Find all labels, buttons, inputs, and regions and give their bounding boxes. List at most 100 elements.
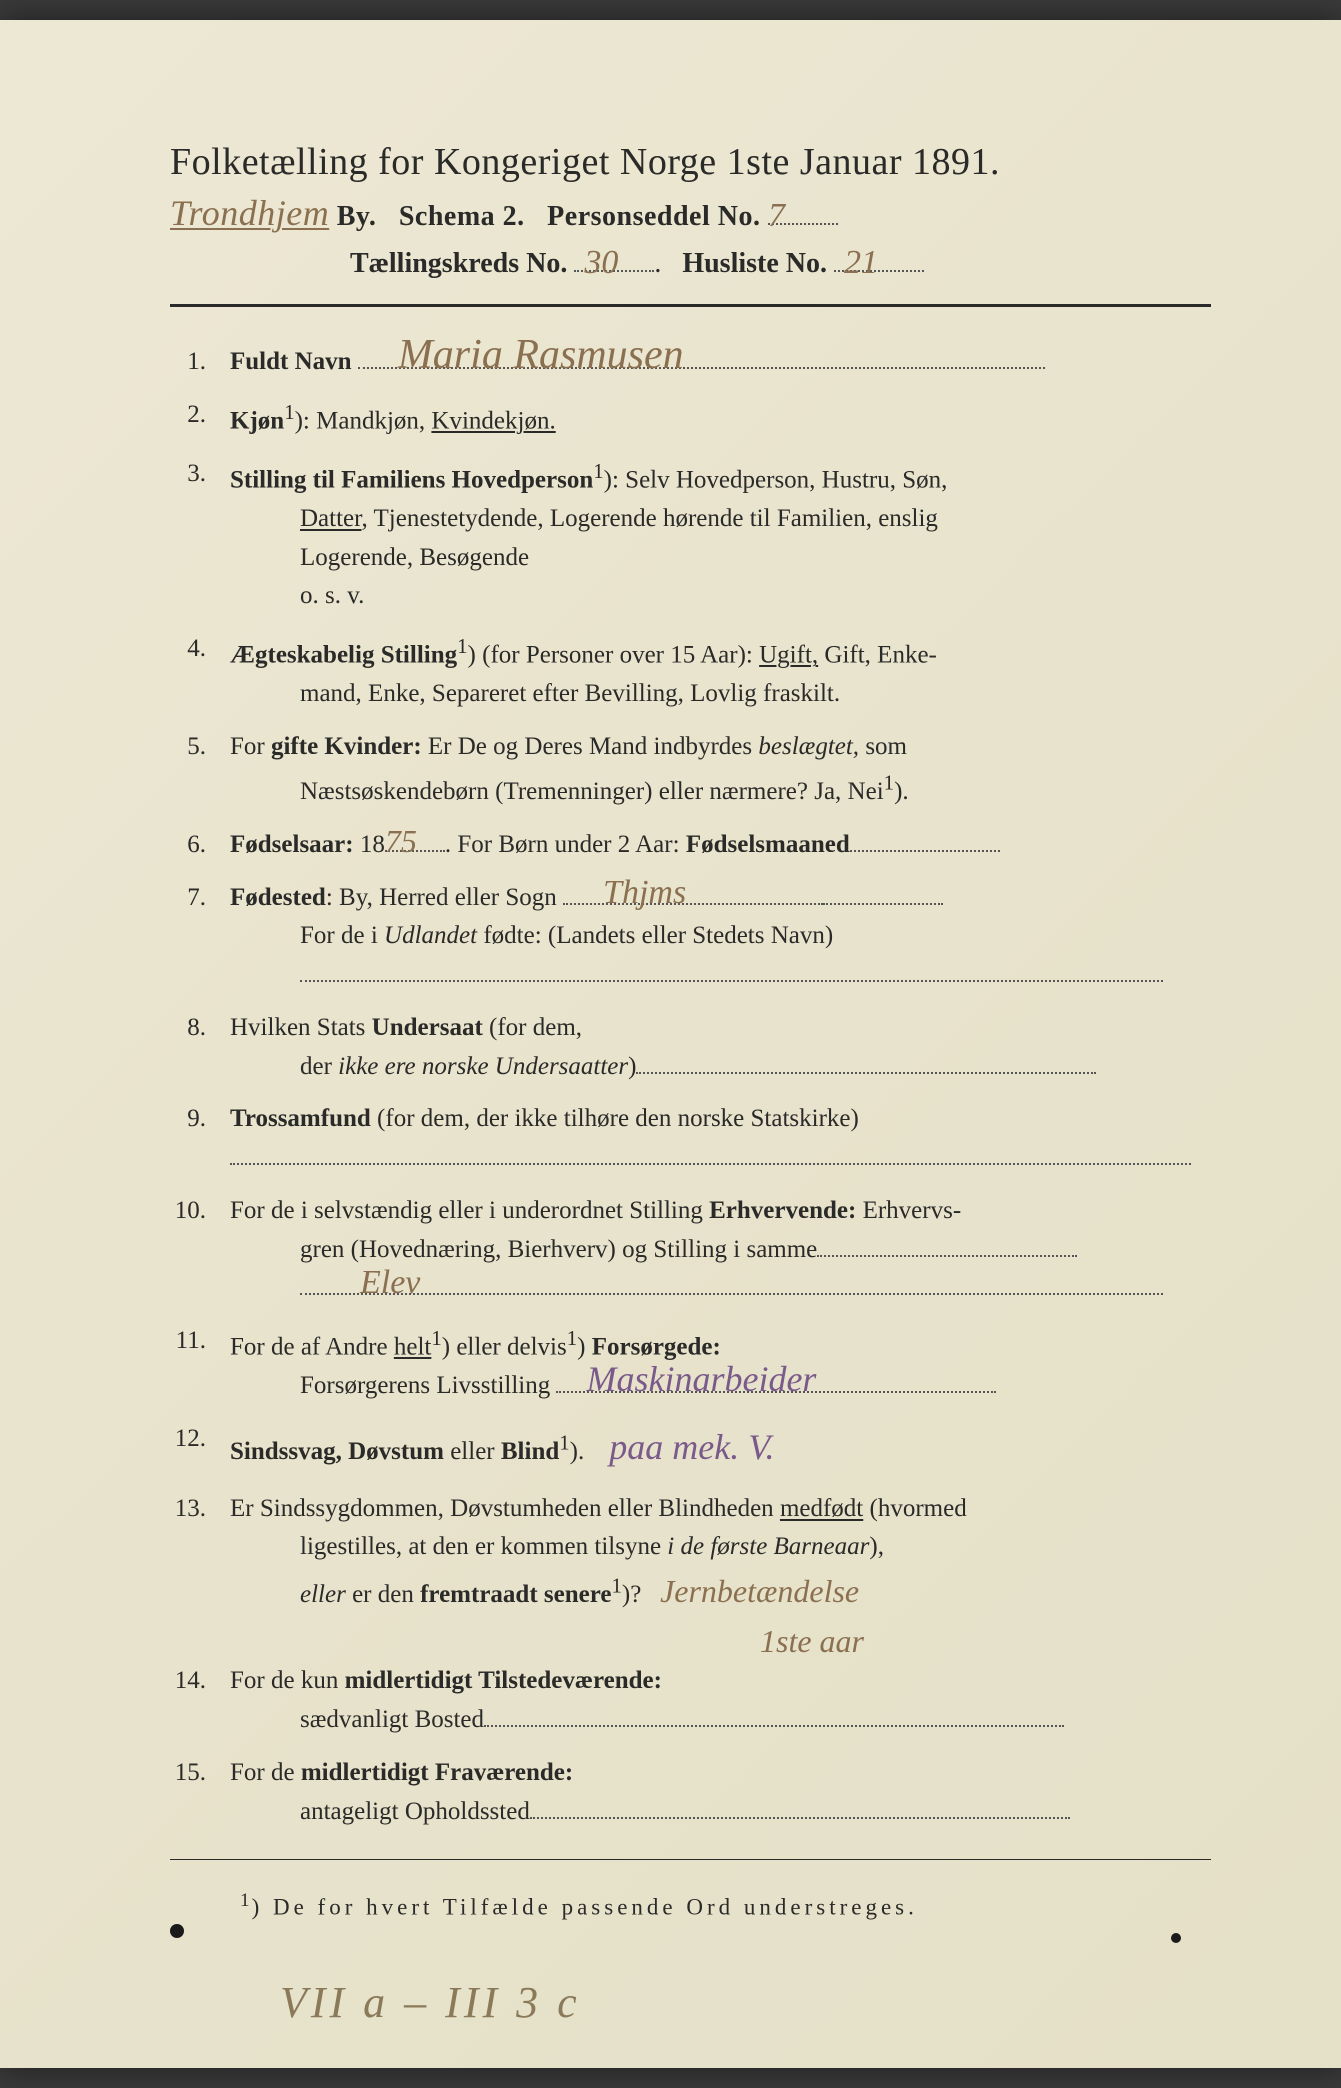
paper-damage bbox=[170, 1924, 184, 1938]
entry-7: 7. Fødested: By, Herred eller Sogn Thjms… bbox=[170, 879, 1211, 995]
note-value-2: 1ste aar bbox=[760, 1623, 864, 1659]
sup: 1 bbox=[884, 771, 894, 795]
text: For de i bbox=[300, 922, 384, 949]
selected-value: helt bbox=[394, 1333, 432, 1360]
entry-num: 10. bbox=[170, 1192, 230, 1308]
field-label: Fuldt Navn bbox=[230, 348, 352, 375]
blank-line bbox=[530, 1794, 1070, 1819]
bottom-annotation: VII a – III 3 c bbox=[280, 1977, 581, 2028]
field-label: Stilling til Familiens Hovedperson bbox=[230, 466, 593, 493]
header-line-city: Trondhjem By. Schema 2. Personseddel No.… bbox=[170, 192, 1211, 234]
text: Erhvervs- bbox=[856, 1197, 961, 1224]
entry-num: 6. bbox=[170, 826, 230, 865]
blank-line bbox=[823, 880, 943, 905]
sup: 1 bbox=[284, 400, 294, 424]
text-italic: ikke ere norske Undersaatter bbox=[338, 1053, 628, 1080]
husliste-no: 21 bbox=[844, 244, 878, 282]
entry-body: Hvilken Stats Undersaat (for dem, der ik… bbox=[230, 1009, 1211, 1087]
entry-body: For gifte Kvinder: Er De og Deres Mand i… bbox=[230, 728, 1211, 812]
text: For de i selvstændig eller i underordnet… bbox=[230, 1197, 709, 1224]
kreds-no: 30 bbox=[584, 244, 618, 282]
text: ): Mandkjøn, bbox=[295, 407, 432, 434]
entry-num: 1. bbox=[170, 343, 230, 382]
field-label: Fødested bbox=[230, 884, 326, 911]
blank-line bbox=[300, 957, 1163, 982]
entry-8: 8. Hvilken Stats Undersaat (for dem, der… bbox=[170, 1009, 1211, 1087]
text: Hvilken Stats bbox=[230, 1014, 372, 1041]
text: ) bbox=[628, 1053, 636, 1080]
text: der bbox=[300, 1053, 338, 1080]
blank-line bbox=[230, 1140, 1191, 1165]
blank-line bbox=[636, 1049, 1096, 1074]
selected-value: Kvindekjøn. bbox=[431, 407, 555, 434]
sup: 1 bbox=[611, 1574, 621, 1598]
text: antageligt Opholdssted bbox=[300, 1798, 530, 1825]
entry-num: 13. bbox=[170, 1490, 230, 1667]
entry-body: Sindssvag, Døvstum eller Blind1). paa me… bbox=[230, 1420, 1211, 1476]
entry-body: Trossamfund (for dem, der ikke tilhøre d… bbox=[230, 1100, 1211, 1178]
text: Forsørgerens Livsstilling bbox=[300, 1372, 550, 1399]
entry-1: 1. Fuldt Navn Maria Rasmusen bbox=[170, 343, 1211, 382]
field-label: midlertidigt Tilstedeværende: bbox=[345, 1667, 662, 1694]
entry-body: For de af Andre helt1) eller delvis1) Fo… bbox=[230, 1322, 1211, 1406]
entry-body: Fødselsaar: 1875. For Børn under 2 Aar: … bbox=[230, 826, 1211, 865]
sup: 1 bbox=[559, 1431, 569, 1455]
entry-13: 13. Er Sindssygdommen, Døvstumheden elle… bbox=[170, 1490, 1211, 1667]
selected-value: Datter bbox=[300, 505, 361, 532]
footnote: 1) De for hvert Tilfælde passende Ord un… bbox=[240, 1890, 1211, 1921]
text: Næstsøskendebørn (Tremenninger) eller næ… bbox=[300, 778, 884, 805]
sup: 1 bbox=[457, 634, 467, 658]
blank-line bbox=[850, 827, 1000, 852]
birthplace-value: Thjms bbox=[603, 867, 686, 920]
entry-body: For de kun midlertidigt Tilstedeværende:… bbox=[230, 1662, 1211, 1740]
text: Er De og Deres Mand indbyrdes bbox=[422, 733, 759, 760]
header-line-kreds: Tællingskreds No. 30. Husliste No. 21 bbox=[350, 244, 1211, 280]
field-label: midlertidigt Fraværende: bbox=[301, 1759, 573, 1786]
field-label: fremtraadt senere bbox=[420, 1581, 611, 1608]
text: Gift, Enke- bbox=[818, 641, 937, 668]
text: For bbox=[230, 733, 271, 760]
divider-bottom bbox=[170, 1859, 1211, 1860]
entry-body: For de midlertidigt Fraværende: antageli… bbox=[230, 1754, 1211, 1832]
personseddel-no: 7 bbox=[768, 197, 786, 235]
schema-label: Schema 2. bbox=[399, 201, 525, 232]
sup: 1 bbox=[431, 1326, 441, 1350]
text: eller bbox=[444, 1438, 501, 1465]
selected-value: Ugift, bbox=[759, 641, 818, 668]
entry-6: 6. Fødselsaar: 1875. For Børn under 2 Aa… bbox=[170, 826, 1211, 865]
sup: 1 bbox=[593, 459, 603, 483]
entry-body: Fuldt Navn Maria Rasmusen bbox=[230, 343, 1211, 382]
selected-value: medfødt bbox=[780, 1495, 863, 1522]
entry-num: 3. bbox=[170, 455, 230, 616]
field-label: Kjøn bbox=[230, 407, 284, 434]
text: mand, Enke, Separeret efter Bevilling, L… bbox=[300, 680, 840, 707]
text: ). bbox=[894, 778, 909, 805]
note-value: Jernbetændelse bbox=[660, 1573, 859, 1609]
entry-num: 8. bbox=[170, 1009, 230, 1087]
field-label: Fødselsmaaned bbox=[686, 831, 850, 858]
sup: 1 bbox=[240, 1890, 252, 1911]
text: ) (for Personer over 15 Aar): bbox=[468, 641, 760, 668]
paper-damage bbox=[1171, 1933, 1181, 1943]
city-handwritten: Trondhjem bbox=[170, 193, 329, 233]
text: ). bbox=[570, 1438, 585, 1465]
entry-body: Kjøn1): Mandkjøn, Kvindekjøn. bbox=[230, 396, 1211, 441]
kreds-label: Tællingskreds No. bbox=[350, 248, 567, 279]
year-value: 75 bbox=[385, 817, 417, 867]
census-form-page: Folketælling for Kongeriget Norge 1ste J… bbox=[0, 20, 1341, 2068]
text: er den bbox=[346, 1581, 420, 1608]
entry-num: 12. bbox=[170, 1420, 230, 1476]
note-value: paa mek. V. bbox=[609, 1427, 774, 1467]
page-title: Folketælling for Kongeriget Norge 1ste J… bbox=[170, 140, 1211, 184]
entry-14: 14. For de kun midlertidigt Tilstedevære… bbox=[170, 1662, 1211, 1740]
entry-3: 3. Stilling til Familiens Hovedperson1):… bbox=[170, 455, 1211, 616]
by-label: By. bbox=[337, 201, 377, 232]
text: (for dem, bbox=[483, 1014, 582, 1041]
entry-12: 12. Sindssvag, Døvstum eller Blind1). pa… bbox=[170, 1420, 1211, 1476]
entry-11: 11. For de af Andre helt1) eller delvis1… bbox=[170, 1322, 1211, 1406]
entry-9: 9. Trossamfund (for dem, der ikke tilhør… bbox=[170, 1100, 1211, 1178]
text: sædvanligt Bosted bbox=[300, 1706, 484, 1733]
entry-body: For de i selvstændig eller i underordnet… bbox=[230, 1192, 1211, 1308]
provider-value: Maskinarbeider bbox=[586, 1352, 816, 1408]
text: ligestilles, at den er kommen tilsyne bbox=[300, 1533, 667, 1560]
